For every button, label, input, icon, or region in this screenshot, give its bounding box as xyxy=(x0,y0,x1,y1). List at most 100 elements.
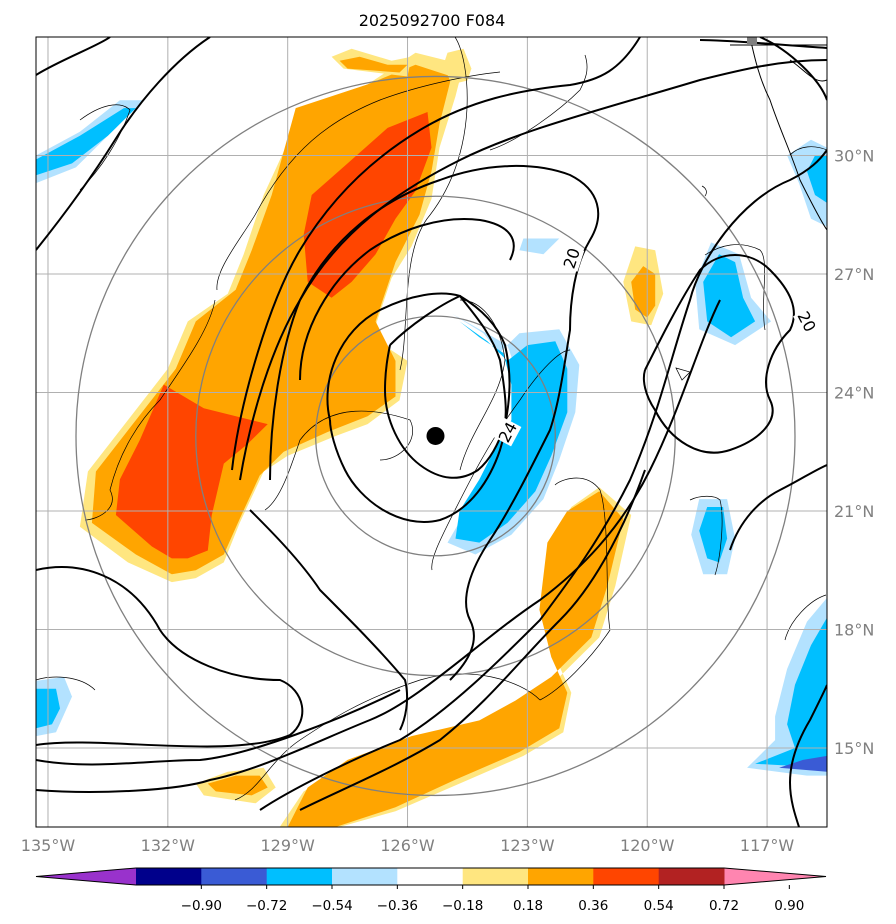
lon-tick-label: 126°W xyxy=(380,836,435,855)
colorbar-tick-label: −0.54 xyxy=(311,898,352,914)
lat-tick-label: 27°N xyxy=(834,265,874,284)
colorbar-bin xyxy=(332,868,398,885)
contour-line xyxy=(259,149,827,811)
lon-tick-label: 123°W xyxy=(500,836,555,855)
lat-tick-label: 24°N xyxy=(834,384,874,403)
colorbar-bin xyxy=(658,868,725,885)
longitude-tick-labels: 135°W 132°W 129°W 126°W 123°W 120°W 117°W xyxy=(21,836,795,855)
colorbar-bin xyxy=(266,868,333,885)
shaded-region-16 xyxy=(703,254,756,338)
shading-outline xyxy=(264,410,413,511)
land-marker xyxy=(747,37,757,45)
shading-outline xyxy=(216,71,501,291)
coastline xyxy=(730,37,827,231)
storm-center-marker xyxy=(426,426,445,445)
shading-outline xyxy=(234,673,541,801)
shaded-region-25 xyxy=(36,108,136,176)
contour-line xyxy=(326,292,507,523)
latitude-tick-labels: 30°N 27°N 24°N 21°N 18°N 15°N xyxy=(834,147,874,759)
colorbar-bin xyxy=(462,868,529,885)
shading-outline xyxy=(459,299,506,471)
shading-outline xyxy=(701,185,707,197)
lat-tick-label: 15°N xyxy=(834,739,874,758)
contour-line xyxy=(36,566,304,748)
lat-tick-label: 18°N xyxy=(834,621,874,640)
contour-label-bg xyxy=(793,306,822,336)
height-contours xyxy=(36,37,827,827)
shaded-region-12 xyxy=(631,266,656,318)
coastline-segment xyxy=(749,37,827,231)
shading-outline xyxy=(36,676,96,691)
contour-line xyxy=(383,294,511,479)
colorbar-extend-max xyxy=(724,868,826,885)
colorbar-tick-label: −0.72 xyxy=(246,898,287,914)
shaded-region-10 xyxy=(443,48,472,85)
colorbar-tick-label: −0.36 xyxy=(377,898,418,914)
shaded-fields xyxy=(36,48,827,827)
colorbar-tick-label: 0.72 xyxy=(709,898,739,914)
coastline-segment xyxy=(789,59,827,82)
contour-line xyxy=(299,469,646,811)
contour-line xyxy=(759,37,827,101)
contour-line xyxy=(36,299,721,793)
lat-tick-label: 30°N xyxy=(834,147,874,166)
colorbar-tick-label: 0.18 xyxy=(513,898,543,914)
shading-outline xyxy=(79,104,131,191)
colorbar: −0.90 −0.72 −0.54 −0.36 −0.18 0.18 0.36 0.54 0.7… xyxy=(35,867,827,914)
colorbar-bin xyxy=(136,868,202,885)
colorbar-extend-min xyxy=(36,868,136,885)
shading-outline xyxy=(539,477,611,701)
contour-line xyxy=(36,37,211,251)
shaded-region-4 xyxy=(279,487,632,827)
contour-line xyxy=(36,689,401,766)
range-ring xyxy=(75,75,796,797)
shading-outline xyxy=(784,594,827,641)
contour-line xyxy=(239,59,827,481)
gridlines xyxy=(36,37,827,827)
shaded-region-7 xyxy=(207,775,268,796)
shaded-region-20 xyxy=(807,155,827,203)
colorbar-tick-label: 0.54 xyxy=(644,898,674,914)
shading-outline xyxy=(675,367,691,381)
contour-line xyxy=(699,39,827,49)
shading-outline xyxy=(704,244,766,331)
colorbar-tick-label: 0.90 xyxy=(774,898,804,914)
contour-line xyxy=(231,37,641,471)
lon-tick-label: 132°W xyxy=(141,836,196,855)
colorbar-bin xyxy=(593,868,660,885)
lat-tick-label: 21°N xyxy=(834,502,874,521)
map-frame xyxy=(35,36,828,828)
shaded-region-9 xyxy=(339,56,408,73)
shaded-region-28 xyxy=(519,238,560,255)
contour-line xyxy=(36,37,111,76)
lon-tick-label: 117°W xyxy=(740,836,795,855)
colorbar-tick-label: −0.18 xyxy=(442,898,483,914)
contour-line xyxy=(642,254,795,454)
contour-label-bg xyxy=(493,417,522,447)
contour-line xyxy=(299,218,515,381)
contour-line xyxy=(789,684,827,827)
colorbar-bin xyxy=(528,868,594,885)
colorbar-tick-label: 0.36 xyxy=(578,898,608,914)
chart-title: 2025092700 F084 xyxy=(359,11,506,30)
contour-line xyxy=(729,464,827,551)
lon-tick-label: 129°W xyxy=(261,836,316,855)
lon-tick-label: 135°W xyxy=(21,836,76,855)
shaded-region-3 xyxy=(115,384,268,559)
lon-tick-label: 120°W xyxy=(620,836,675,855)
colorbar-tick-label: −0.90 xyxy=(181,898,222,914)
shaded-region-22 xyxy=(755,617,827,768)
range-ring xyxy=(315,315,556,557)
shading-outline xyxy=(789,146,827,156)
contour-label-bg xyxy=(558,244,585,272)
shading-outline xyxy=(431,349,571,571)
shading-outline xyxy=(84,299,216,521)
shading-outline xyxy=(689,495,723,576)
contour-line xyxy=(249,509,409,731)
contour-line xyxy=(269,164,600,681)
colorbar-bin xyxy=(201,868,268,885)
colorbar-outline xyxy=(35,867,827,886)
shaded-region-5 xyxy=(287,491,624,827)
shading-outline xyxy=(489,54,588,151)
